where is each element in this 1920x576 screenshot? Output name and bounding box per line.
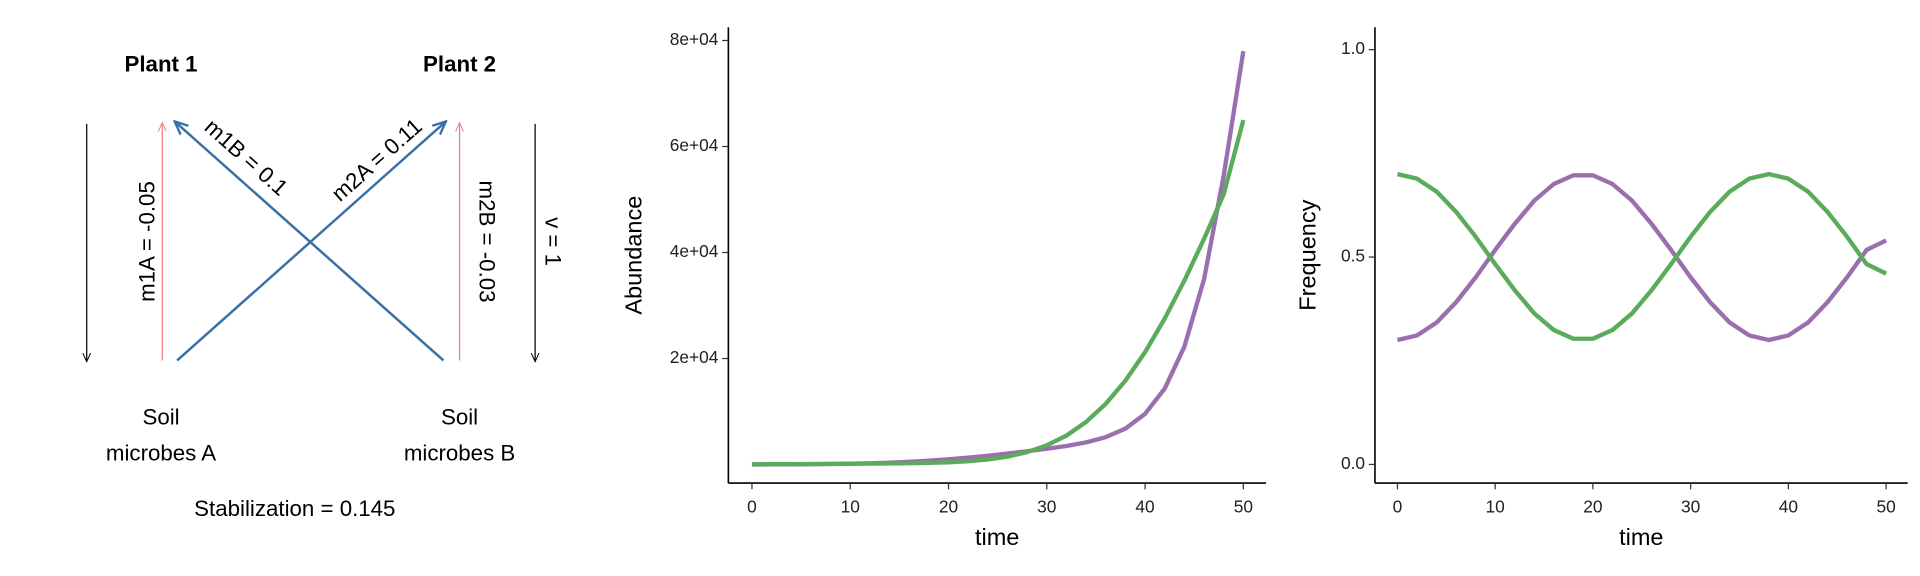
line — [751, 119, 1246, 467]
line — [751, 50, 1246, 467]
y-axis-title: Frequency — [1295, 199, 1321, 310]
arrow — [176, 121, 446, 362]
x-tick-label: 30 — [1037, 496, 1056, 516]
x-tick-label: 0 — [747, 496, 757, 516]
x-tick-label: 30 — [1681, 496, 1700, 516]
y-tick-label: 2e+04 — [670, 347, 719, 367]
x-tick-label: 50 — [1234, 496, 1253, 516]
line — [1396, 171, 1888, 341]
y-tick-label: 0.0 — [1341, 453, 1365, 473]
node-label: Soil — [441, 405, 478, 430]
y-axis-title: Abundance — [621, 196, 647, 315]
edge-label: m2A = 0.11 — [327, 113, 427, 206]
edge-label: m1A = -0.05 — [135, 181, 160, 302]
node-label: microbes A — [106, 440, 216, 465]
plant-label: Plant 2 — [423, 52, 496, 77]
y-tick-label: 4e+04 — [670, 241, 719, 261]
y-tick-label: 1.0 — [1341, 38, 1365, 58]
arrow — [175, 121, 445, 362]
edge-label: m2B = -0.03 — [475, 181, 500, 303]
x-tick-label: 40 — [1779, 496, 1798, 516]
diagram: Plant 1 Plant 2 m1A = -0.05 m1B = 0.1 m2… — [87, 52, 565, 521]
y-tick-label: 8e+04 — [670, 29, 719, 49]
node-label: microbes B — [404, 440, 515, 465]
stabilization: Stabilization = 0.145 — [194, 496, 395, 521]
x-tick-label: 20 — [939, 496, 958, 516]
line — [1396, 173, 1888, 343]
x-tick-label: 10 — [841, 496, 860, 516]
y-tick-label: 0.5 — [1341, 246, 1365, 266]
x-tick-label: 40 — [1135, 496, 1154, 516]
plant-label: Plant 1 — [125, 52, 198, 77]
x-axis-title: time — [1619, 524, 1663, 550]
x-tick-label: 20 — [1583, 496, 1602, 516]
x-tick-label: 10 — [1486, 496, 1505, 516]
x-tick-label: 50 — [1876, 496, 1895, 516]
x-tick-label: 0 — [1393, 496, 1403, 516]
y-tick-label: 6e+04 — [670, 135, 719, 155]
edge-label: v = 1 — [540, 217, 565, 266]
node-label: Soil — [142, 405, 179, 430]
x-axis-title: time — [975, 524, 1019, 550]
